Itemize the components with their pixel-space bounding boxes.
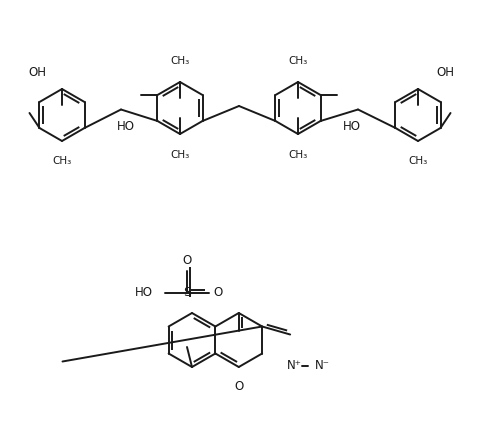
Text: HO: HO [343, 120, 361, 132]
Text: CH₃: CH₃ [171, 150, 190, 160]
Text: CH₃: CH₃ [288, 150, 308, 160]
Text: OH: OH [28, 65, 46, 78]
Text: CH₃: CH₃ [52, 156, 71, 166]
Text: O: O [234, 379, 243, 393]
Text: HO: HO [135, 287, 153, 299]
Text: CH₃: CH₃ [171, 56, 190, 66]
Text: N⁻: N⁻ [315, 359, 329, 372]
Text: HO: HO [117, 120, 135, 132]
Text: CH₃: CH₃ [408, 156, 428, 166]
Text: O: O [213, 287, 223, 299]
Text: O: O [183, 254, 192, 268]
Text: CH₃: CH₃ [288, 56, 308, 66]
Text: N⁺: N⁺ [287, 359, 302, 372]
Text: S: S [183, 287, 191, 299]
Text: OH: OH [436, 65, 454, 78]
